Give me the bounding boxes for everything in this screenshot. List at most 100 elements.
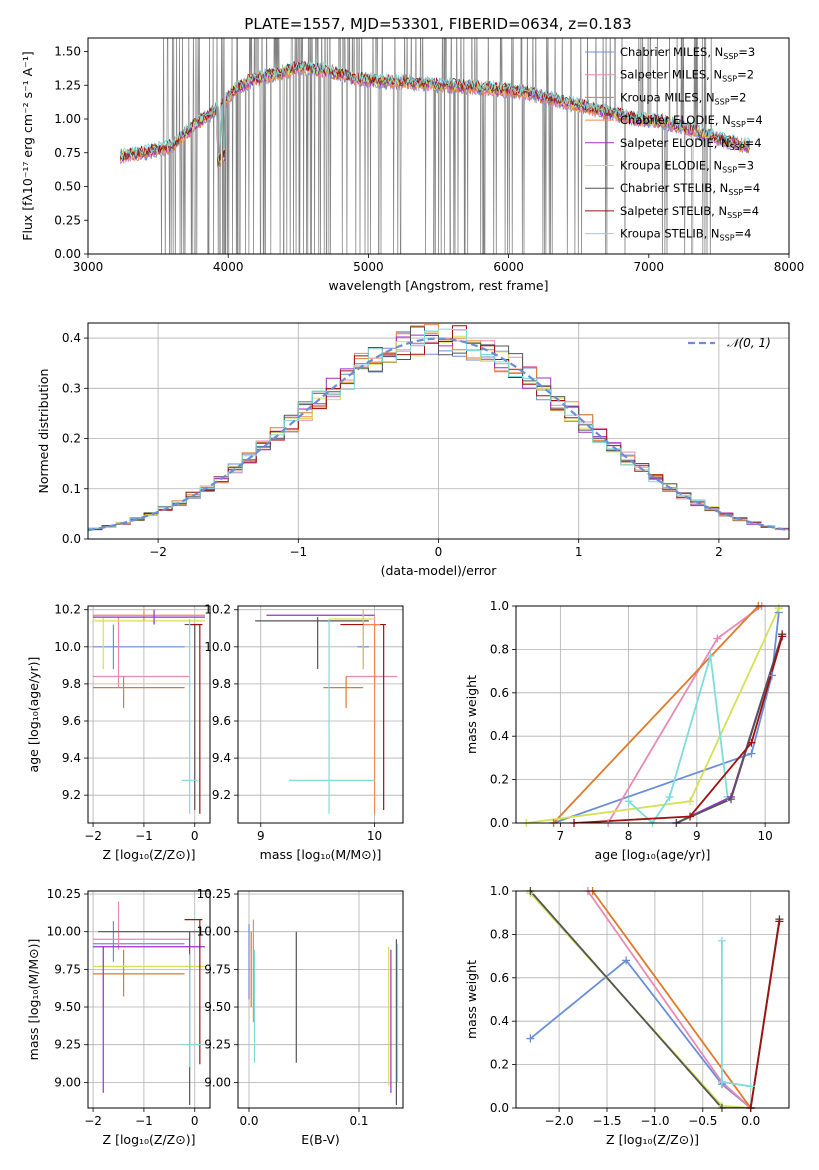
- spectrum-legend: Chabrier MILES, NSSP=3 Salpeter MILES, NS…: [585, 45, 763, 243]
- y-tick-label: 9.8: [212, 677, 231, 691]
- y-tick-label: 9.8: [62, 677, 81, 691]
- x-tick-label: −0.5: [688, 1114, 717, 1128]
- y-tick-label: 0.2: [490, 1058, 509, 1072]
- series-marker: [747, 749, 756, 758]
- x-tick-label: −1: [135, 1114, 153, 1128]
- y-tick-label: 9.75: [204, 962, 231, 976]
- y-axis-label: Flux [fλ10⁻¹⁷ erg cm⁻² s⁻¹ A⁻¹]: [20, 51, 35, 240]
- y-tick-label: 0.0: [62, 532, 81, 546]
- legend-label: Chabrier MILES, NSSP=3: [620, 45, 755, 61]
- y-axis-label: mass weight: [464, 960, 479, 1039]
- y-tick-label: 9.50: [204, 1000, 231, 1014]
- x-tick-label: 0.1: [349, 1114, 368, 1128]
- x-tick-label: 0.0: [741, 1114, 760, 1128]
- x-tick-label: 8: [625, 829, 633, 843]
- panel-mass-vs-Z: −2 −1 0 9.00 9.25 9.50 9.75 10.00 10.25 Z [log₁₀(…: [26, 887, 211, 1147]
- plot-area: [255, 609, 398, 814]
- y-tick-label: 0.75: [54, 146, 81, 160]
- y-tick-label: 0.3: [62, 381, 81, 395]
- x-tick-label: −1.0: [640, 1114, 669, 1128]
- x-tick-label: 7: [557, 829, 565, 843]
- axes-frame: [237, 605, 404, 824]
- legend-label: Salpeter STELIB, NSSP=4: [620, 204, 759, 220]
- x-tick-label: −2: [84, 1114, 102, 1128]
- y-tick-label: 0.6: [490, 971, 509, 985]
- x-tick-label: 0: [435, 545, 443, 559]
- y-tick-label: 9.6: [62, 714, 81, 728]
- axes-frame: [237, 890, 404, 1109]
- y-tick-label: 0.1: [62, 482, 81, 496]
- y-tick-label: 10.2: [204, 603, 231, 617]
- x-tick-label: −2.0: [545, 1114, 574, 1128]
- x-tick-label: 3000: [73, 260, 104, 274]
- y-tick-label: 0.50: [54, 180, 81, 194]
- panel-age-vs-Z: −2 −1 0 9.2 9.4 9.6 9.8 10.0 10.2 Z [log₁₀(Z/Z⊙)]…: [26, 603, 211, 862]
- axes-frame: [87, 37, 790, 255]
- x-tick-label: 5000: [353, 260, 384, 274]
- legend-label: Chabrier STELIB, NSSP=4: [620, 181, 760, 197]
- plot-area: [529, 891, 781, 1108]
- x-tick-label: 7000: [634, 260, 665, 274]
- y-tick-label: 10.2: [54, 603, 81, 617]
- series-marker: [686, 797, 695, 806]
- series-marker: [778, 632, 787, 641]
- y-tick-label: 10.25: [47, 887, 81, 901]
- x-tick-label: 10: [757, 829, 772, 843]
- histogram-chabrier-stelib: [88, 326, 789, 530]
- axes-frame: [515, 890, 790, 1109]
- y-tick-label: 0.8: [490, 927, 509, 941]
- y-tick-label: 0.00: [54, 247, 81, 261]
- series-marker: [717, 1077, 726, 1086]
- y-tick-label: 0.25: [54, 213, 81, 227]
- y-tick-label: 0.6: [490, 686, 509, 700]
- plot-area: [93, 609, 205, 814]
- x-axis-label: Z [log₁₀(Z/Z⊙)]: [606, 1132, 699, 1147]
- series-line-salpeter-stelib: [573, 636, 784, 823]
- y-tick-label: 10.00: [197, 925, 231, 939]
- legend-label: Kroupa STELIB, NSSP=4: [620, 227, 751, 243]
- y-tick-label: 0.0: [490, 816, 509, 830]
- x-tick-label: 6000: [493, 260, 524, 274]
- y-tick-label: 1.0: [490, 599, 509, 613]
- y-tick-label: 9.2: [212, 788, 231, 802]
- x-tick-label: 0: [191, 829, 199, 843]
- legend-label: Salpeter ELODIE, NSSP=4: [620, 136, 762, 152]
- series-line-kroupa-miles: [591, 891, 752, 1108]
- x-tick-label: −1.5: [592, 1114, 621, 1128]
- y-tick-label: 0.4: [62, 331, 81, 345]
- series-marker: [726, 795, 735, 804]
- x-axis-label: (data-model)/error: [381, 563, 498, 578]
- x-tick-label: 4000: [213, 260, 244, 274]
- y-tick-label: 9.4: [212, 751, 231, 765]
- x-axis-label: E(B-V): [301, 1132, 340, 1147]
- series-marker: [624, 797, 633, 806]
- x-tick-label: −1: [289, 545, 307, 559]
- panel-age-vs-mass: 9 10 9.2 9.4 9.6 9.8 10.0 10.2 mass [log₁₀(M/M⊙)…: [204, 603, 404, 862]
- legend-label: 𝒩(0, 1): [727, 336, 771, 350]
- series-marker: [665, 792, 674, 801]
- series-line-chabrier-miles: [553, 612, 780, 823]
- series-line-kroupa-miles: [552, 606, 759, 823]
- plot-area: [119, 38, 750, 254]
- y-tick-label: 9.25: [204, 1038, 231, 1052]
- normal-curve: [88, 337, 789, 532]
- series-marker: [713, 634, 722, 643]
- axes-frame: [515, 605, 790, 824]
- y-tick-label: 0.8: [490, 642, 509, 656]
- x-tick-label: 1: [575, 545, 583, 559]
- y-tick-label: 1.0: [490, 884, 509, 898]
- x-tick-label: −1: [135, 829, 153, 843]
- series-marker: [767, 671, 776, 680]
- legend-label: Kroupa ELODIE, NSSP=3: [620, 159, 754, 175]
- panel-residuals: −2 −1 0 1 2 0.0 0.1 0.2 0.3 0.4 (data-model)/error…: [36, 322, 790, 578]
- y-tick-label: 10.00: [47, 925, 81, 939]
- series-marker: [746, 1082, 755, 1091]
- series-marker: [526, 1034, 535, 1043]
- series-marker: [622, 956, 631, 965]
- x-axis-label: Z [log₁₀(Z/Z⊙)]: [103, 1132, 196, 1147]
- y-tick-label: 1.50: [54, 45, 81, 59]
- x-axis-label: mass [log₁₀(M/M⊙)]: [260, 847, 382, 862]
- model-line-kroupa-stelib: [119, 60, 750, 161]
- y-tick-label: 0.0: [490, 1101, 509, 1115]
